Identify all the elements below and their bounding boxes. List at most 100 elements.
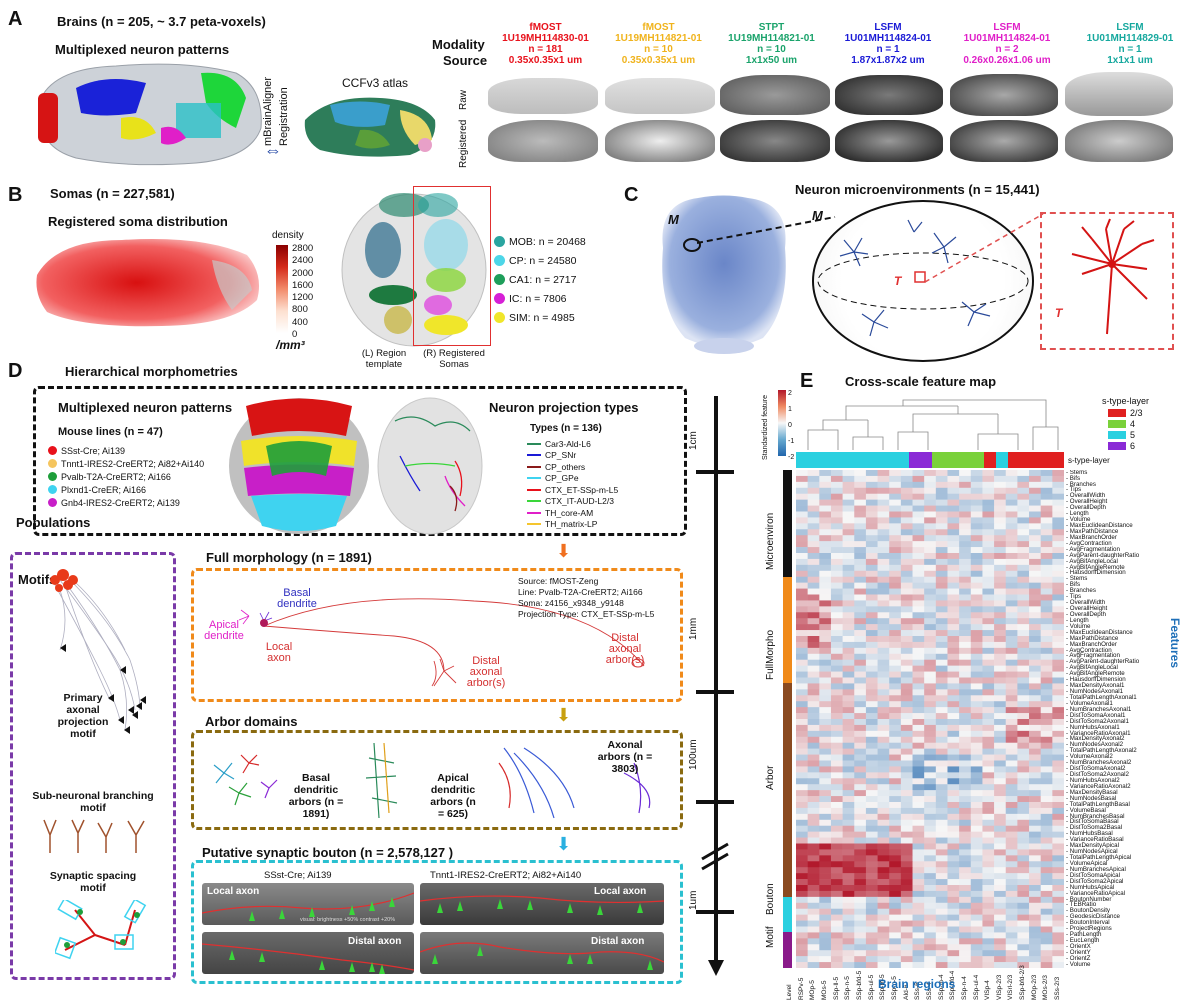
- heatmap-cell: [877, 825, 890, 832]
- heatmap-cell: [982, 487, 995, 495]
- heatmap-cell: [912, 932, 925, 939]
- raw-slice-2: [605, 78, 715, 114]
- heatmap-cell: [1029, 630, 1041, 637]
- heatmap-cell: [889, 701, 902, 708]
- heatmap-cell: [947, 558, 960, 566]
- cbar-tick: 0: [788, 422, 792, 429]
- heatmap-cell: [819, 778, 832, 785]
- heatmap-cell: [947, 713, 960, 720]
- heatmap-cell: [842, 867, 855, 874]
- heatmap-cell: [924, 914, 937, 921]
- feature-row-label: - OverallWidth: [1066, 599, 1106, 607]
- heatmap-cell: [970, 641, 983, 649]
- heatmap-cell: [1029, 760, 1041, 767]
- heatmap-cell: [1005, 932, 1018, 939]
- feature-row-label: - NumNodesAxonal2: [1066, 741, 1124, 749]
- heatmap-cell: [935, 493, 948, 500]
- heatmap-cell: [970, 475, 983, 483]
- heatmap-cell: [959, 475, 972, 483]
- heatmap-cell: [1017, 914, 1030, 921]
- heatmap-cell: [1040, 796, 1053, 803]
- heatmap-cell: [865, 594, 878, 601]
- modality-label: Modality: [432, 37, 485, 52]
- heatmap-cell: [865, 647, 878, 655]
- heatmap-cell: [935, 713, 948, 720]
- heatmap-cell: [959, 499, 972, 506]
- heatmap-cell: [970, 665, 983, 672]
- feature-row-label: - Branches: [1066, 587, 1096, 595]
- heatmap-cell: [1017, 493, 1030, 500]
- heatmap-cell: [796, 665, 808, 672]
- column-label: SSs-2/3: [1054, 976, 1062, 1000]
- legend-swatch: [1108, 430, 1126, 439]
- heatmap-cell: [959, 938, 972, 945]
- heatmap-cell: [935, 908, 948, 915]
- heatmap-cell: [1017, 535, 1030, 542]
- heatmap-cell: [900, 813, 913, 821]
- heatmap-cell: [1040, 950, 1053, 957]
- heatmap-cell: [830, 736, 843, 744]
- feature-row-label: - Volume: [1066, 960, 1091, 968]
- heatmap-cell: [982, 790, 995, 797]
- legend-label: IC: n = 7806: [509, 292, 567, 305]
- density-ticks: 2800 2400 2000 1600 1200 800 400 0: [292, 243, 313, 341]
- heatmap-cell: [854, 511, 867, 518]
- heatmap-cell: [854, 766, 867, 773]
- heatmap-cell: [982, 819, 995, 827]
- feature-row-label: - MaxDensityApical: [1066, 842, 1119, 850]
- heatmap-cell: [1005, 736, 1018, 744]
- heatmap-cell: [842, 636, 855, 643]
- legend-line: [527, 454, 541, 457]
- feature-row-label: - VolumeAxonal2: [1066, 753, 1113, 761]
- heatmap-cell: [1052, 665, 1064, 672]
- scale-label-1cm: 1cm: [688, 431, 699, 450]
- heatmap-cell: [935, 505, 948, 512]
- heatmap-cell: [1005, 570, 1018, 578]
- heatmap-cell: [935, 689, 948, 696]
- legend-label: CP_others: [545, 461, 586, 472]
- feature-row-label: - HausdorffDimension: [1066, 569, 1126, 577]
- heatmap-cell: [935, 754, 948, 761]
- heatmap-cell: [842, 896, 855, 904]
- heatmap-cell: [819, 837, 832, 844]
- heatmap-cell: [889, 612, 902, 619]
- heatmap-cell: [842, 564, 855, 572]
- features-axis-label: Features: [1168, 618, 1182, 669]
- heatmap-cell: [865, 523, 878, 530]
- heatmap-cell: [807, 802, 820, 809]
- heatmap-cell: [889, 636, 902, 643]
- heatmap-cell: [1040, 730, 1053, 738]
- heatmap-cell: [994, 653, 1007, 661]
- heatmap-cell: [889, 956, 902, 963]
- feature-row-label: - OverallHeight: [1066, 498, 1108, 506]
- heatmap-cell: [1052, 748, 1064, 755]
- heatmap-cell: [959, 849, 972, 856]
- heatmap-cell: [1017, 831, 1030, 838]
- heatmap-cell: [924, 825, 937, 832]
- cbar-tick: 2: [788, 390, 792, 397]
- heatmap-cell: [994, 677, 1007, 684]
- heatmap-cell: [982, 807, 995, 815]
- heatmap-cell: [854, 677, 867, 684]
- heatmap-cell: [900, 505, 913, 512]
- feature-row-label: - NumNodesApical: [1066, 848, 1118, 856]
- heatmap-cell: [924, 760, 937, 767]
- heatmap-cell: [877, 547, 890, 554]
- heatmap-cell: [807, 914, 820, 921]
- heatmap-cell: [1029, 624, 1041, 631]
- source-modality: fMOST: [529, 22, 562, 33]
- heatmap-cell: [994, 724, 1007, 732]
- heatmap-cell: [807, 772, 820, 779]
- heatmap-cell: [947, 612, 960, 619]
- heatmap-cell: [970, 885, 983, 892]
- heatmap-cell: [877, 689, 890, 696]
- heatmap-cell: [854, 517, 867, 524]
- heatmap-cell: [947, 641, 960, 649]
- legend-label: Tnnt1-IRES2-CreERT2; Ai82+Ai140: [61, 458, 205, 469]
- heatmap-cell: [959, 950, 972, 957]
- heatmap-cell: [854, 719, 867, 726]
- local-axon-a: Local axon: [207, 886, 260, 897]
- heatmap-cell: [982, 885, 995, 892]
- heatmap-cell: [796, 772, 808, 779]
- bouton-img-2: [419, 883, 665, 925]
